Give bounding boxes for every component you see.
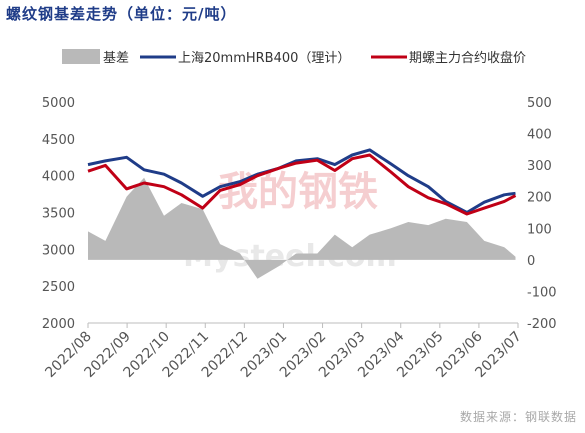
y-right-tick-label: 400: [527, 128, 552, 143]
y-right-tick-label: -200: [527, 317, 557, 332]
y-right-tick-label: 200: [527, 191, 552, 206]
y-left-tick-label: 4000: [42, 170, 75, 185]
futures-price-line: [87, 153, 517, 216]
y-left-tick-label: 5000: [42, 96, 75, 111]
y-right-tick-label: 0: [527, 254, 535, 269]
watermark-cn-text: 我的钢铁: [218, 169, 378, 215]
basis-area: [88, 177, 516, 279]
legend-label-spot: 上海20mmHRB400（理计）: [178, 51, 350, 66]
y-left-tick-label: 2000: [42, 317, 75, 332]
chart-title: 螺纹钢基差走势（单位：元/吨）: [6, 5, 237, 23]
y-left-tick-label: 3000: [42, 243, 75, 258]
y-left-tick-label: 4500: [42, 133, 75, 148]
y-right-tick-label: 500: [527, 96, 552, 111]
data-source: 数据来源：钢联数据: [459, 410, 577, 424]
spot-price-line: [87, 148, 516, 214]
legend: 基差 上海20mmHRB400（理计） 期螺主力合约收盘价: [62, 49, 526, 66]
y-right-tick-label: 100: [527, 222, 552, 237]
legend-label-basis: 基差: [103, 51, 129, 66]
y-left-tick-label: 2500: [42, 280, 75, 295]
y-left-tick-label: 3500: [42, 207, 75, 222]
legend-label-futures: 期螺主力合约收盘价: [409, 50, 526, 66]
plot-area: [87, 148, 517, 279]
y-right-tick-label: 300: [527, 159, 552, 174]
legend-swatch-basis: [62, 49, 100, 64]
y-right-tick-label: -100: [527, 285, 557, 300]
